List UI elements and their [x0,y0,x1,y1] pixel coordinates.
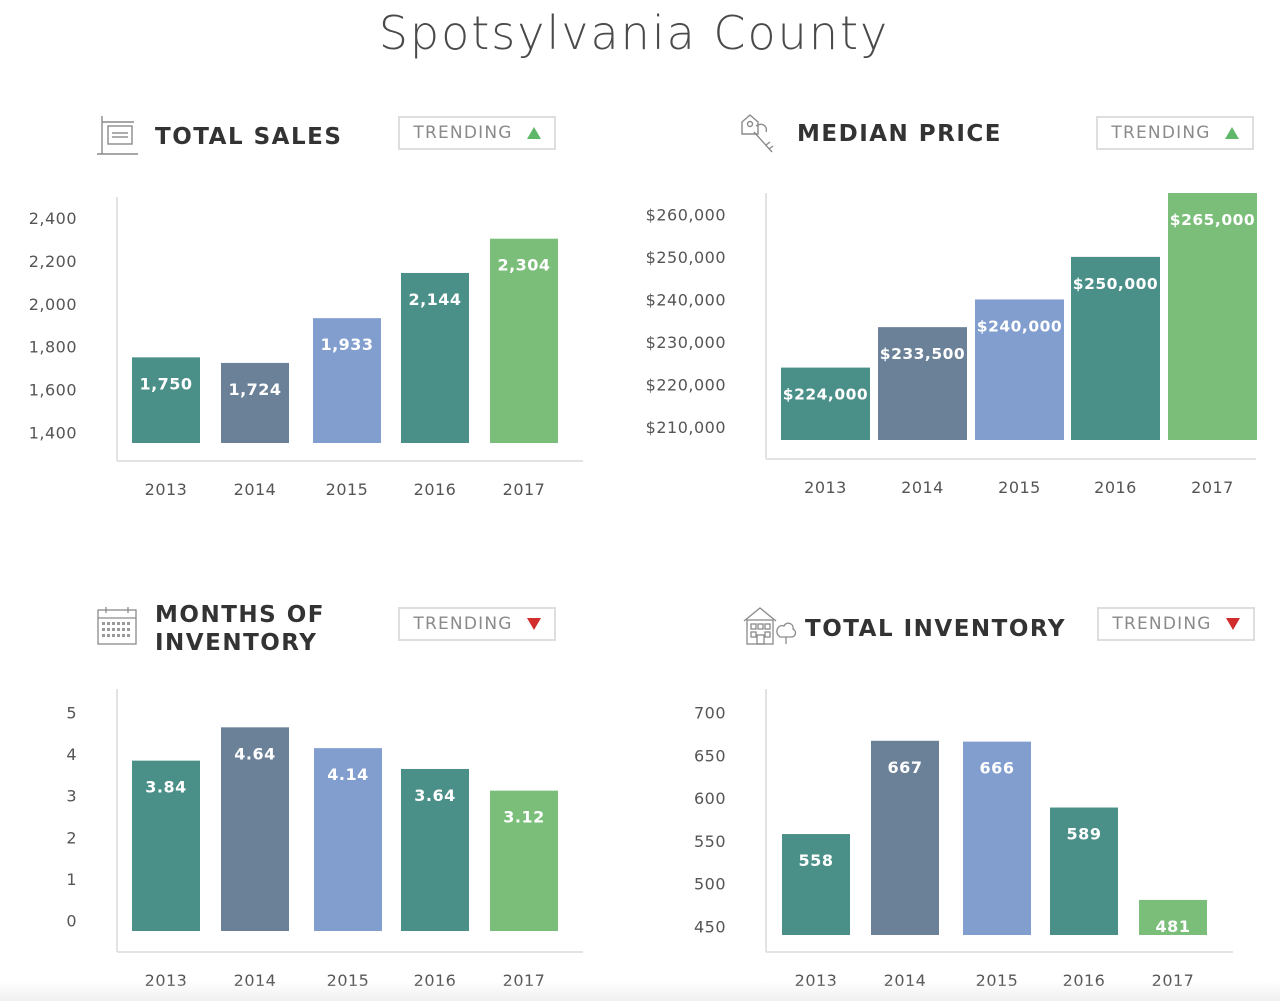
y-tick-label: 1,800 [29,338,77,357]
trending-badge-total-sales: TRENDING [398,116,556,150]
bar-2017 [490,790,558,931]
y-tick-label: $250,000 [646,248,726,267]
trending-badge-median-price: TRENDING [1096,116,1254,150]
y-tick-label: $230,000 [646,333,726,352]
x-tick-label: 2015 [998,478,1041,497]
y-tick-label: 500 [694,875,726,894]
y-tick-label: 0 [66,912,77,931]
bar-value-label: $233,500 [880,345,965,363]
y-tick-label: $210,000 [646,418,726,437]
bar-2014 [221,362,289,443]
trending-label: TRENDING [1111,123,1211,143]
panel-title-line-2: INVENTORY [155,630,318,656]
y-tick-label: 5 [66,703,77,722]
bottom-fade [0,981,1280,1001]
panel-title-months-inventory: MONTHS OF INVENTORY [155,601,325,657]
x-tick-label: 2017 [503,480,546,499]
bar-value-label: $240,000 [977,317,1062,335]
bar-value-label: 1,724 [228,380,281,399]
y-tick-label: 3 [66,787,77,806]
bar-value-label: $224,000 [783,386,868,404]
bar-value-label: 667 [888,758,923,777]
bar-value-label: 4.64 [234,744,275,763]
y-tick-label: $220,000 [646,376,726,395]
bar-2015 [314,748,382,931]
y-tick-label: $260,000 [646,205,726,224]
houses-icon [743,607,797,645]
trending-label: TRENDING [1112,614,1212,634]
bar-2016 [1071,256,1160,440]
trending-label: TRENDING [413,123,513,143]
bar-2017 [1139,899,1207,935]
bar-2014 [221,727,289,931]
y-tick-label: 600 [694,789,726,808]
bar-2016 [1050,807,1118,935]
bar-2015 [963,741,1031,935]
trend-up-icon [526,127,541,139]
trend-down-icon [1225,618,1240,630]
bar-value-label: 589 [1067,825,1102,844]
bar-2016 [401,768,469,931]
bar-2014 [871,740,939,935]
panel-title-line-1: MONTHS OF [155,602,325,628]
bar-2017 [1168,193,1257,440]
bar-value-label: 3.64 [414,786,455,805]
y-tick-label: 1 [66,870,77,889]
bar-value-label: 1,750 [139,374,192,393]
bar-2015 [975,299,1064,440]
y-tick-label: $240,000 [646,290,726,309]
panel-title-total-sales: TOTAL SALES [155,124,343,150]
y-tick-label: 1,400 [29,423,77,442]
bar-value-label: $265,000 [1170,211,1255,229]
y-tick-label: 1,600 [29,380,77,399]
trending-label: TRENDING [413,614,513,634]
bar-2013 [132,760,200,931]
bar-value-label: 3.12 [503,808,544,827]
bar-value-label: 2,144 [408,290,461,309]
bar-2016 [401,272,469,443]
x-tick-label: 2015 [326,480,369,499]
panel-title-total-inventory: TOTAL INVENTORY [805,616,1067,642]
y-tick-label: 450 [694,917,726,936]
bar-value-label: 1,933 [320,335,373,354]
x-tick-label: 2013 [145,480,188,499]
y-tick-label: 2,000 [29,295,77,314]
calendar-icon [97,607,137,645]
trend-down-icon [526,618,541,630]
x-tick-label: 2016 [414,480,457,499]
x-tick-label: 2016 [1094,478,1137,497]
house-keys-icon [741,114,774,153]
bar-value-label: $250,000 [1073,275,1158,293]
bar-value-label: 4.14 [327,765,368,784]
bar-2013 [781,367,870,440]
bar-2013 [132,357,200,443]
trending-badge-total-inventory: TRENDING [1097,607,1255,641]
trending-badge-months-inventory: TRENDING [398,607,556,641]
bar-2014 [878,327,967,440]
bar-value-label: 3.84 [145,778,186,797]
panel-title-median-price: MEDIAN PRICE [797,121,1003,147]
y-tick-label: 2,400 [29,209,77,228]
bar-value-label: 2,304 [497,256,550,275]
y-tick-label: 4 [66,745,77,764]
bar-value-label: 666 [980,759,1015,778]
y-tick-label: 2,200 [29,252,77,271]
x-tick-label: 2014 [901,478,944,497]
x-tick-label: 2014 [234,480,277,499]
bar-2013 [782,834,850,935]
x-tick-label: 2013 [804,478,847,497]
sign-post-icon [97,116,138,155]
y-tick-label: 550 [694,832,726,851]
bar-value-label: 558 [799,851,834,870]
bar-value-label: 481 [1156,917,1191,936]
trend-up-icon [1224,127,1239,139]
y-tick-label: 2 [66,828,77,847]
x-tick-label: 2017 [1191,478,1234,497]
bar-2017 [490,238,558,443]
y-tick-label: 650 [694,746,726,765]
y-tick-label: 700 [694,704,726,723]
page-title: Spotsylvania County [378,6,890,60]
bar-2015 [313,318,381,443]
